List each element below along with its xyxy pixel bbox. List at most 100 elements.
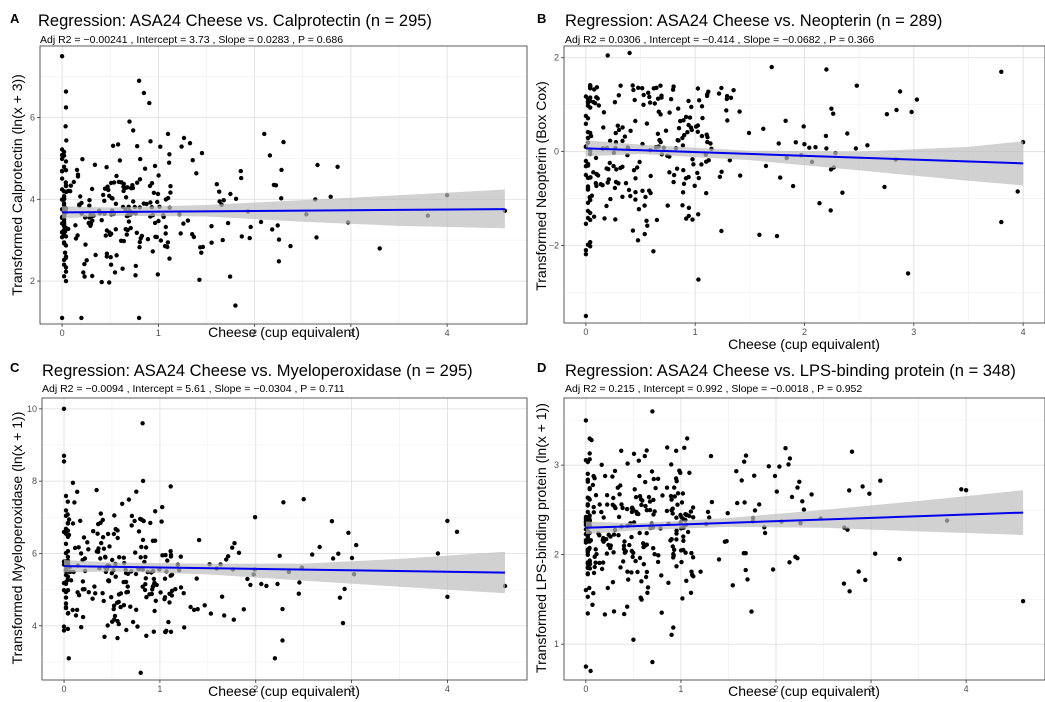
data-point <box>660 493 665 498</box>
data-point <box>707 515 712 520</box>
data-point <box>162 243 168 249</box>
data-point <box>605 585 610 591</box>
data-point <box>165 131 171 137</box>
data-point <box>591 214 597 219</box>
data-point <box>674 166 680 171</box>
data-point <box>688 125 694 130</box>
data-point <box>651 497 656 503</box>
data-point <box>593 547 598 552</box>
data-point <box>112 613 118 619</box>
data-point <box>219 594 225 599</box>
data-point <box>593 560 598 565</box>
data-point <box>80 157 85 162</box>
data-point <box>137 245 142 250</box>
data-point <box>783 118 788 124</box>
data-point <box>596 103 602 108</box>
data-point <box>793 140 798 145</box>
data-point <box>614 167 619 172</box>
data-point <box>335 164 340 169</box>
data-point <box>690 157 695 162</box>
data-point <box>94 487 99 493</box>
data-point <box>163 552 168 558</box>
data-point <box>618 83 623 88</box>
data-point <box>739 478 744 483</box>
data-point <box>121 238 127 244</box>
data-point <box>129 513 135 519</box>
data-point <box>725 118 730 123</box>
data-point <box>651 86 656 91</box>
data-point <box>59 315 65 321</box>
data-point <box>66 188 71 194</box>
data-point <box>124 232 129 237</box>
data-point <box>641 562 646 567</box>
data-point <box>663 128 669 133</box>
data-point <box>686 98 691 104</box>
data-point <box>674 515 679 520</box>
data-point <box>613 217 618 222</box>
data-point <box>202 603 207 608</box>
data-point <box>138 555 143 560</box>
data-point <box>63 513 69 518</box>
data-point <box>82 274 87 279</box>
data-point <box>865 143 870 148</box>
data-point <box>735 500 740 506</box>
data-point <box>789 494 795 500</box>
data-point <box>607 138 613 143</box>
data-point <box>111 531 117 537</box>
data-point <box>769 64 774 70</box>
data-point <box>683 550 688 555</box>
data-point <box>96 521 101 527</box>
data-point <box>678 548 684 553</box>
data-point <box>123 579 129 585</box>
data-point <box>61 628 67 633</box>
data-point <box>671 179 676 185</box>
data-point <box>68 578 74 583</box>
data-point <box>252 515 258 520</box>
data-point <box>690 555 696 560</box>
data-point <box>680 203 685 208</box>
data-point <box>597 560 602 566</box>
data-point <box>197 277 202 282</box>
panel-c-subtitle: Adj R2 = −0.0094 , Intercept = 5.61 , Sl… <box>42 383 345 395</box>
data-point <box>641 541 646 546</box>
x-tick-label: 4 <box>1021 327 1026 337</box>
data-point <box>310 552 315 557</box>
data-point <box>583 252 589 257</box>
data-point <box>666 580 671 585</box>
data-point <box>629 534 634 540</box>
data-point <box>143 576 148 581</box>
data-point <box>100 591 105 596</box>
data-point <box>897 556 902 562</box>
data-point <box>583 248 589 253</box>
data-point <box>101 192 106 198</box>
panel-d-subtitle: Adj R2 = 0.215 , Intercept = 0.992 , Slo… <box>565 383 862 395</box>
data-point <box>149 591 154 597</box>
data-point <box>625 569 630 574</box>
data-point <box>259 581 264 587</box>
data-point <box>587 487 592 492</box>
data-point <box>724 93 730 99</box>
data-point <box>61 406 67 411</box>
data-point <box>151 576 157 582</box>
data-point <box>66 610 71 616</box>
panel-b: B Regression: ASA24 Cheese vs. Neopterin… <box>533 11 1045 352</box>
data-point <box>594 95 599 100</box>
data-point <box>296 591 301 596</box>
data-point <box>633 495 639 500</box>
data-point <box>588 197 593 203</box>
data-point <box>650 409 655 414</box>
data-point <box>81 535 87 540</box>
regression-line <box>585 511 1024 529</box>
data-point <box>65 520 71 526</box>
data-point <box>209 224 214 229</box>
data-point <box>271 182 277 188</box>
data-point <box>79 315 84 321</box>
data-point <box>706 158 711 163</box>
data-point <box>178 585 184 590</box>
data-point <box>152 163 158 169</box>
data-point <box>766 464 771 469</box>
data-point <box>199 150 205 156</box>
data-point <box>227 274 233 279</box>
data-point <box>118 591 124 596</box>
data-point <box>636 207 642 212</box>
